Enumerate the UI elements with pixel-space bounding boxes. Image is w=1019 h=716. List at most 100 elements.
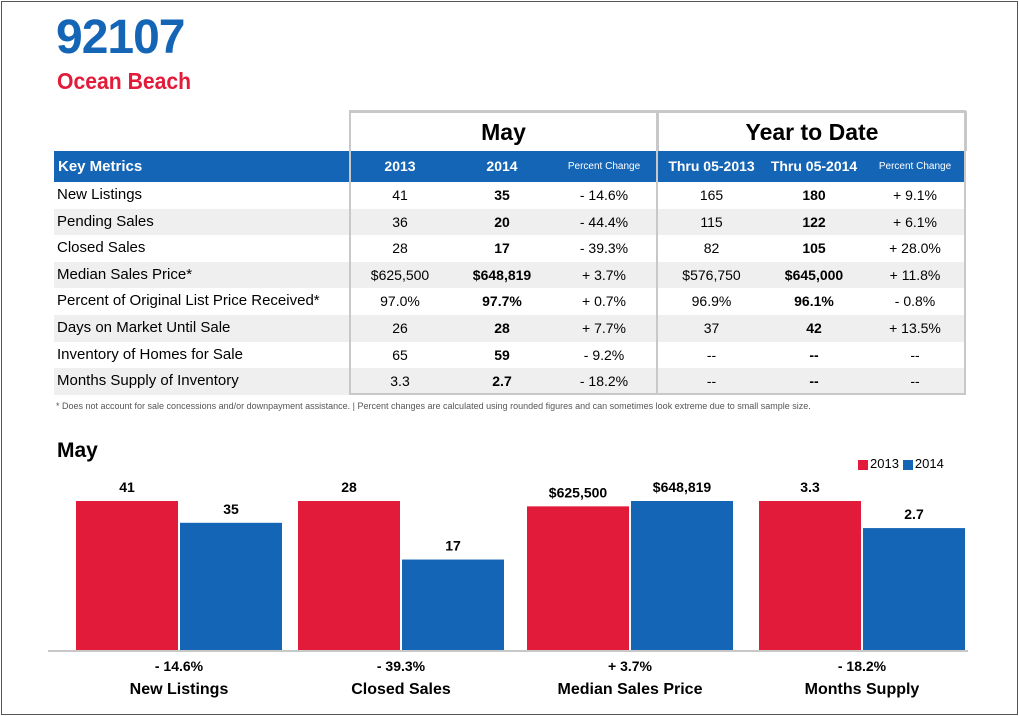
pct-change-may: + 3.7% bbox=[582, 266, 626, 283]
table-row: Median Sales Price* $625,500 $648,819 + 3.7… bbox=[54, 261, 966, 289]
pct-change-may: - 9.2% bbox=[583, 346, 625, 363]
value-thru-2013: 115 bbox=[700, 213, 723, 230]
legend-label-2014: 2014 bbox=[914, 456, 944, 471]
col-header-thru-2014: Thru 05-2014 bbox=[770, 158, 858, 174]
value-2014: 97.7% bbox=[482, 293, 522, 310]
metric-label: Days on Market Until Sale bbox=[57, 318, 231, 336]
category-change-label: - 14.6% bbox=[155, 658, 204, 674]
value-thru-2013: -- bbox=[706, 346, 717, 363]
table-divider bbox=[349, 111, 351, 395]
category-change-label: - 39.3% bbox=[377, 658, 426, 674]
table-row: Days on Market Until Sale 26 28 + 7.7% 37 42 +… bbox=[54, 314, 966, 342]
bar-2014 bbox=[863, 528, 965, 650]
table-divider bbox=[656, 111, 658, 395]
legend-swatch-2013 bbox=[858, 459, 868, 470]
value-thru-2014: 180 bbox=[802, 187, 826, 203]
category-label: New Listings bbox=[130, 681, 229, 698]
pct-change-ytd: + 11.8% bbox=[889, 266, 941, 283]
table-row: Closed Sales 28 17 - 39.3% 82 105 + 28.0% bbox=[54, 235, 966, 262]
metric-label: Months Supply of Inventory bbox=[57, 372, 239, 390]
value-2013: 36 bbox=[392, 213, 408, 230]
legend-swatch-2014 bbox=[902, 459, 913, 470]
bar-2013 bbox=[759, 501, 861, 650]
value-2013: 41 bbox=[392, 187, 408, 203]
col-header-2014: 2014 bbox=[486, 158, 518, 174]
col-header-key-metrics: Key Metrics bbox=[58, 158, 143, 175]
table-divider bbox=[349, 110, 966, 112]
metric-label: New Listings bbox=[57, 186, 143, 203]
metrics-table: New Listings 41 35 - 14.6% 165 180 + 9.1% Pendi… bbox=[54, 182, 966, 395]
bar-2014 bbox=[180, 522, 282, 650]
table-row: New Listings 41 35 - 14.6% 165 180 + 9.1% bbox=[54, 182, 966, 209]
legend-item-2013: 2013 bbox=[858, 456, 899, 471]
area-name: Ocean Beach bbox=[57, 68, 192, 94]
pct-change-may: - 39.3% bbox=[579, 240, 629, 257]
metric-label: Median Sales Price* bbox=[57, 265, 193, 283]
value-2013: 26 bbox=[392, 319, 408, 336]
bar-data-label: $625,500 bbox=[549, 484, 608, 500]
bar-data-label: 2.7 bbox=[904, 506, 924, 522]
group-header-ytd: Year to Date bbox=[657, 111, 967, 151]
pct-change-may: - 44.4% bbox=[579, 213, 629, 230]
value-2014: 28 bbox=[494, 319, 510, 336]
chart-title: May bbox=[57, 439, 98, 462]
bar-data-label: 17 bbox=[445, 538, 461, 554]
pct-change-ytd: + 28.0% bbox=[889, 240, 941, 257]
value-2014: 20 bbox=[494, 213, 510, 230]
pct-change-ytd: -- bbox=[910, 373, 920, 390]
metric-label: Percent of Original List Price Received* bbox=[57, 292, 320, 310]
value-thru-2013: -- bbox=[706, 373, 717, 390]
legend-item-2014: 2014 bbox=[902, 456, 944, 471]
value-2014: 35 bbox=[494, 187, 510, 203]
value-thru-2013: 96.9% bbox=[691, 293, 732, 310]
legend-label-2013: 2013 bbox=[870, 456, 899, 471]
value-thru-2013: $576,750 bbox=[682, 266, 741, 283]
table-divider bbox=[349, 393, 966, 395]
value-thru-2014: $645,000 bbox=[784, 266, 844, 283]
value-thru-2014: 122 bbox=[802, 213, 826, 230]
chart-legend: 2013 2014 bbox=[858, 456, 944, 471]
bar-data-label: 28 bbox=[341, 479, 357, 495]
footnote: * Does not account for sale concessions … bbox=[56, 401, 811, 411]
col-header-pct-change-ytd: Percent Change bbox=[878, 161, 952, 172]
value-thru-2013: 82 bbox=[703, 240, 720, 257]
metric-label: Inventory of Homes for Sale bbox=[57, 345, 243, 363]
metric-label: Closed Sales bbox=[57, 239, 146, 257]
bar-data-label: 41 bbox=[119, 479, 135, 495]
col-header-pct-change-may: Percent Change bbox=[567, 161, 641, 172]
category-label: Closed Sales bbox=[351, 681, 451, 698]
zip-code-title: 92107 bbox=[56, 11, 185, 64]
table-row: Percent of Original List Price Received*… bbox=[54, 288, 966, 315]
bar-2014 bbox=[631, 501, 733, 650]
value-2013: 97.0% bbox=[380, 293, 420, 310]
bar-2013 bbox=[298, 501, 400, 650]
value-2013: 28 bbox=[392, 240, 408, 257]
value-thru-2014: 42 bbox=[806, 319, 822, 336]
pct-change-ytd: + 9.1% bbox=[893, 187, 937, 203]
category-change-label: + 3.7% bbox=[608, 658, 653, 674]
table-row: Inventory of Homes for Sale 65 59 - 9.2% -- -… bbox=[54, 342, 966, 369]
table-row: Pending Sales 36 20 - 44.4% 115 122 + 6.1% bbox=[54, 208, 966, 236]
pct-change-may: + 0.7% bbox=[582, 293, 626, 310]
bar-data-label: 3.3 bbox=[800, 479, 820, 495]
pct-change-ytd: -- bbox=[910, 346, 920, 363]
value-thru-2013: 37 bbox=[703, 319, 720, 336]
category-label: Median Sales Price bbox=[558, 681, 703, 698]
value-thru-2014: -- bbox=[809, 373, 819, 390]
value-2013: $625,500 bbox=[370, 266, 430, 283]
pct-change-ytd: - 0.8% bbox=[894, 293, 936, 310]
value-thru-2014: 96.1% bbox=[794, 293, 834, 310]
table-divider bbox=[964, 111, 966, 395]
bar-data-label: 35 bbox=[223, 501, 239, 517]
value-2014: 2.7 bbox=[492, 373, 512, 390]
value-thru-2014: 105 bbox=[802, 240, 826, 257]
category-change-label: - 18.2% bbox=[838, 658, 887, 674]
value-2014: $648,819 bbox=[472, 266, 532, 283]
value-thru-2013: 165 bbox=[699, 187, 724, 203]
pct-change-ytd: + 13.5% bbox=[889, 319, 941, 336]
pct-change-may: + 7.7% bbox=[582, 319, 626, 336]
bar-2013 bbox=[76, 501, 178, 650]
bar-2013 bbox=[527, 506, 629, 650]
